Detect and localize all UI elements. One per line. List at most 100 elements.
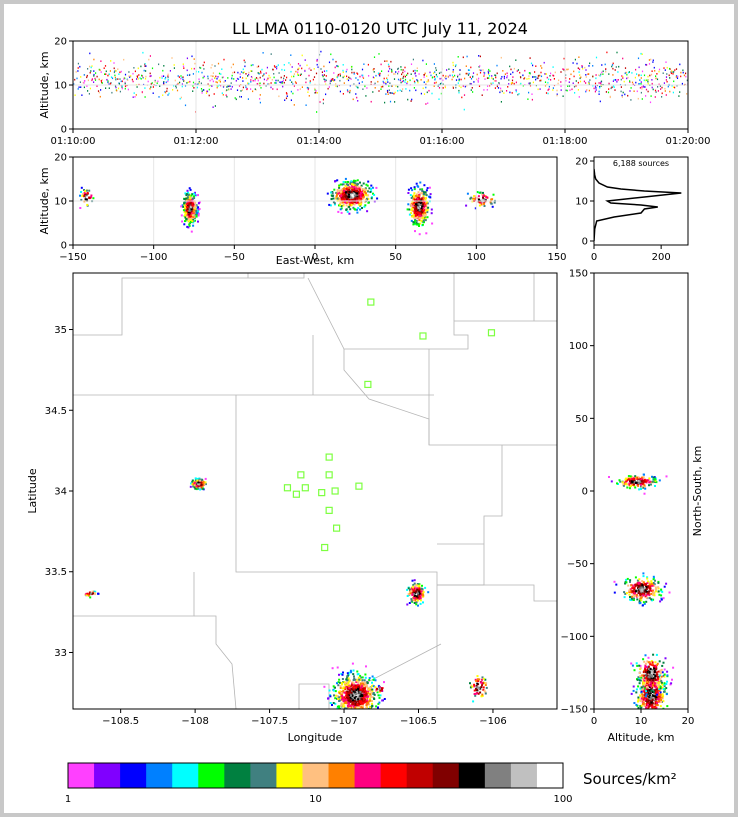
north-south-source-pixel [645, 481, 648, 484]
time-height-source [675, 75, 678, 77]
plan-view-source-pixel [421, 588, 424, 591]
altitude-histogram-plot [594, 168, 682, 242]
plan-view-xtick-label: −108.5 [102, 716, 139, 727]
time-height-source [464, 77, 466, 80]
north-south-source-pixel [662, 597, 665, 600]
east-west-source-pixel [355, 201, 358, 204]
plan-view-source-pixel [346, 695, 349, 698]
time-height-source [530, 62, 533, 65]
time-height-source [496, 85, 498, 88]
time-height-source [345, 70, 347, 73]
north-south-source-pixel [656, 673, 659, 676]
time-height-source [536, 77, 538, 80]
east-west-xtick-label: 150 [547, 252, 566, 263]
time-height-source [291, 75, 293, 78]
time-height-source [230, 66, 232, 69]
time-height-source [459, 73, 461, 76]
time-height-source [115, 86, 117, 89]
lma-station-marker [332, 524, 341, 532]
lma-station-marker [325, 506, 333, 514]
east-west-source-pixel [181, 204, 184, 207]
north-south-source-pixel [625, 479, 628, 482]
north-south-source-pixel [629, 475, 632, 478]
time-height-source [326, 70, 328, 72]
plan-view-frame [72, 272, 558, 710]
east-west-source-pixel [351, 202, 354, 205]
north-south-source-pixel [660, 675, 663, 678]
plan-view-source-pixel [379, 689, 382, 692]
plan-view-source-pixel [359, 705, 362, 708]
time-height-source [442, 79, 444, 82]
time-height-source [248, 71, 250, 74]
time-height-source [124, 85, 127, 88]
east-west-source-pixel [335, 195, 338, 198]
north-south-source-pixel [642, 681, 645, 684]
plan-view-source-pixel [350, 684, 353, 687]
north-south-source-pixel [628, 485, 631, 488]
east-west-source-pixel [333, 188, 336, 191]
east-west-source-pixel [188, 207, 191, 210]
time-height-source [669, 90, 671, 93]
north-south-source-pixel [660, 680, 663, 682]
north-south-source-pixel [646, 580, 649, 583]
time-height-source [556, 93, 558, 96]
east-west-xtick-label: −100 [140, 252, 167, 263]
north-south-source-pixel [629, 579, 632, 582]
time-height-source [620, 86, 622, 88]
time-height-source [671, 70, 673, 72]
north-south-source-pixel [657, 587, 660, 590]
east-west-source-pixel [92, 197, 95, 200]
time-height-source [489, 84, 491, 87]
east-west-source-pixel [336, 194, 338, 197]
east-west-source-pixel [345, 187, 348, 190]
time-height-source [423, 93, 426, 95]
time-height-source [620, 78, 622, 81]
north-south-source-pixel [644, 662, 647, 665]
north-south-source-pixel [633, 485, 636, 488]
time-height-source [649, 101, 652, 104]
plan-view-source-pixel [414, 599, 417, 602]
time-height-source [293, 85, 295, 87]
time-height-source [140, 65, 142, 68]
lma-station-marker [364, 380, 372, 389]
plan-view-source-pixel [331, 704, 333, 706]
north-south-source-pixel [637, 585, 640, 588]
north-south-source-pixel [651, 584, 654, 587]
plan-view-source-pixel [366, 686, 369, 689]
plan-view-source-pixel [359, 683, 362, 686]
plan-view-source-pixel [352, 684, 355, 687]
east-west-source-pixel [493, 201, 496, 204]
plan-view-source-pixel [360, 711, 362, 713]
north-south-height-plot [608, 473, 675, 712]
plan-view-source-pixel [340, 702, 343, 705]
time-height-source [332, 58, 334, 61]
time-height-source [324, 79, 326, 81]
time-height-source [349, 77, 351, 79]
time-height-source [533, 76, 535, 78]
plan-view-source-pixel [360, 715, 362, 717]
plan-view-source-pixel [370, 691, 373, 694]
time-height-source [256, 83, 258, 85]
time-height-source [163, 83, 165, 85]
north-south-source-pixel [646, 710, 648, 712]
time-height-source [427, 79, 429, 81]
east-west-source-pixel [191, 200, 194, 203]
east-west-source-pixel [416, 197, 419, 200]
time-height-source [658, 68, 661, 71]
east-west-source-pixel [478, 198, 480, 201]
time-height-source [641, 86, 643, 88]
plan-view-source-pixel [375, 705, 378, 708]
east-west-source-pixel [422, 205, 425, 208]
north-south-source-pixel [648, 689, 651, 692]
east-west-source-pixel [183, 223, 186, 226]
time-height-source [252, 79, 254, 82]
east-west-source-pixel [367, 201, 370, 204]
east-west-source-pixel [424, 217, 427, 220]
time-height-source [77, 62, 79, 65]
plan-view-source-pixel [355, 694, 358, 697]
plan-view-source-pixel [337, 684, 340, 687]
east-west-source-pixel [187, 217, 190, 220]
north-south-source-pixel [649, 483, 652, 486]
north-south-source-pixel [626, 479, 629, 482]
time-height-source [548, 88, 550, 90]
